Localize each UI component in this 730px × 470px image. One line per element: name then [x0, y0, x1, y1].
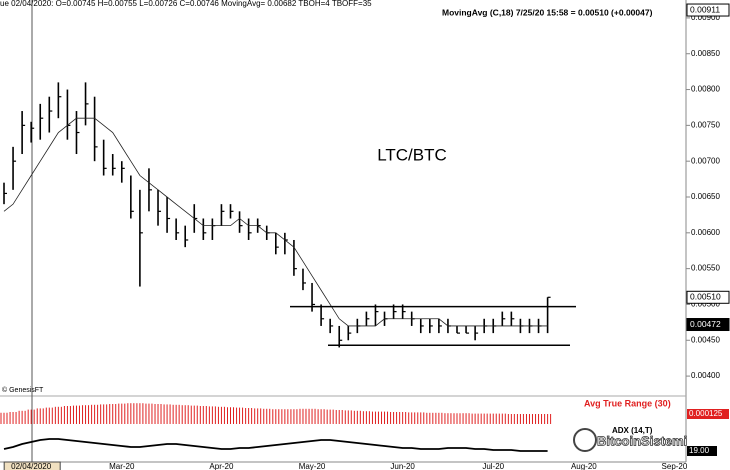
- adx-box: [687, 446, 717, 456]
- x-tick-label: Mar-20: [109, 462, 135, 470]
- x-tick-label: Jun-20: [390, 462, 415, 470]
- price-box: [686, 318, 730, 332]
- y-tick-label: 0.00550: [691, 264, 720, 273]
- credit: © GenesisFT: [2, 386, 44, 394]
- watermark-text: BitcoinSistemi: [597, 433, 687, 448]
- price-box: [686, 290, 730, 304]
- x-tick-label: Apr-20: [209, 462, 234, 470]
- atr-box: [687, 409, 729, 419]
- y-tick-label: 0.00500: [691, 300, 720, 309]
- atr-box-label: 0.000125: [689, 409, 723, 418]
- y-tick-label: 0.00750: [691, 120, 720, 129]
- adx-label: ADX (14,T): [612, 426, 653, 435]
- moving-average: [3, 117, 548, 327]
- y-tick-label: 0.00850: [691, 49, 720, 58]
- y-tick-label: 0.00650: [691, 192, 720, 201]
- y-tick-label: 0.00400: [691, 371, 720, 380]
- y-tick-label: 0.00450: [691, 335, 720, 344]
- price-box: [686, 3, 730, 17]
- x-tick-label: Aug-20: [571, 462, 597, 470]
- x-tick-label: Jul-20: [482, 462, 504, 470]
- cursor-date-box: [3, 461, 61, 470]
- header: ue 02/04/2020: O=0.00745 H=0.00755 L=0.0…: [0, 0, 372, 8]
- y-tick-label: 0.00700: [691, 156, 720, 165]
- chart-title: LTC/BTC: [377, 145, 447, 164]
- price-box-label: 0.00911: [690, 4, 720, 14]
- atr-label: Avg True Range (30): [584, 398, 671, 408]
- x-tick-label: Sep-20: [662, 462, 688, 470]
- y-tick-label: 0.00900: [691, 13, 720, 22]
- ma-label: MovingAvg (C,18) 7/25/20 15:58 = 0.00510…: [442, 7, 653, 17]
- adx-line: [3, 438, 548, 452]
- price-box-label: 0.00510: [690, 292, 721, 302]
- y-tick-label: 0.00600: [691, 228, 720, 237]
- watermark-logo: [573, 428, 597, 452]
- y-tick-label: 0.00800: [691, 85, 720, 94]
- watermark: BitcoinSistemi: [573, 428, 688, 452]
- adx-box-label: 19.00: [689, 446, 710, 455]
- price-box-label: 0.00472: [690, 319, 721, 329]
- x-tick-label: 02/04/2020: [11, 462, 52, 470]
- x-tick-label: May-20: [299, 462, 326, 470]
